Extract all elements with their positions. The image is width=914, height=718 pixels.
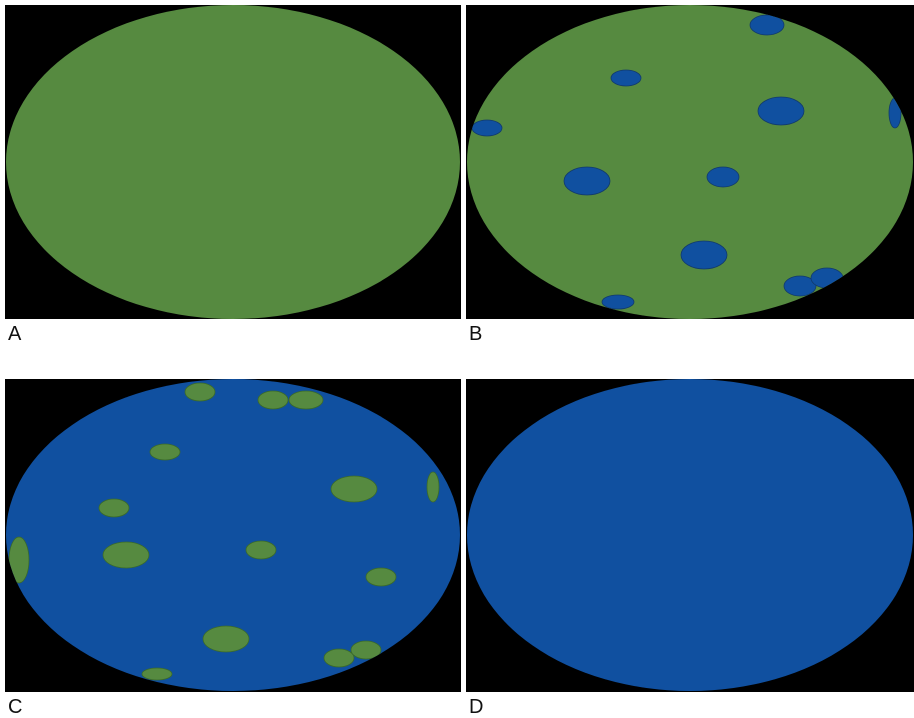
panel-label-d: D xyxy=(469,696,484,718)
panel-c-drawing xyxy=(6,379,460,691)
spot xyxy=(102,541,150,569)
dish-d xyxy=(467,379,913,691)
spot xyxy=(245,540,277,560)
panel-label-a: A xyxy=(8,323,22,345)
dish-c xyxy=(6,379,460,691)
spot xyxy=(706,166,740,188)
spot xyxy=(749,14,785,36)
spot xyxy=(757,96,805,126)
spot xyxy=(783,275,817,297)
spot xyxy=(330,475,378,503)
spot xyxy=(323,648,355,668)
panel-c xyxy=(5,379,461,692)
spot xyxy=(8,536,30,584)
panel-b xyxy=(466,5,914,319)
panel-d-drawing xyxy=(467,379,913,691)
spot xyxy=(563,166,611,196)
panel-b-drawing xyxy=(467,5,913,319)
spot xyxy=(257,390,289,410)
spot xyxy=(288,390,324,410)
spot xyxy=(610,69,642,87)
spot xyxy=(810,267,844,289)
spot xyxy=(350,640,382,660)
dish-a xyxy=(6,5,460,319)
panel-label-b: B xyxy=(469,323,483,345)
panel-d xyxy=(466,379,914,692)
spot xyxy=(471,119,503,137)
dish-b xyxy=(467,5,913,319)
spot xyxy=(426,471,440,503)
spot xyxy=(680,240,728,270)
spot xyxy=(98,498,130,518)
spot xyxy=(601,294,635,310)
spot xyxy=(888,97,902,129)
spot xyxy=(202,625,250,653)
panel-a xyxy=(5,5,461,319)
spot xyxy=(141,667,173,681)
panel-label-c: C xyxy=(8,696,23,718)
panel-a-drawing xyxy=(6,5,460,319)
spot xyxy=(149,443,181,461)
spot xyxy=(365,567,397,587)
spot xyxy=(184,382,216,402)
